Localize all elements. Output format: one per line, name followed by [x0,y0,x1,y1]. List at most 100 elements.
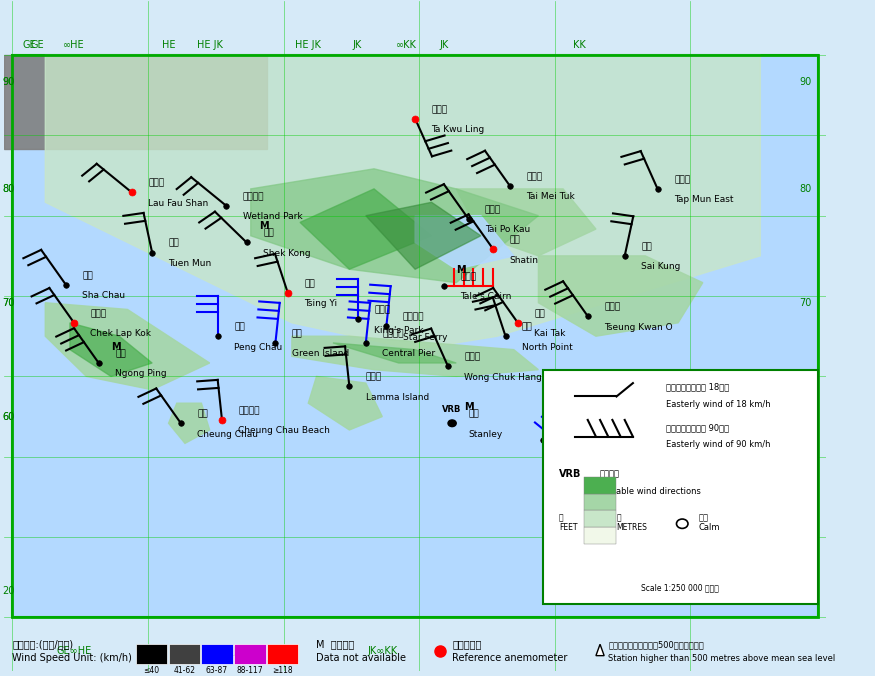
Text: 濕地公園: 濕地公園 [242,192,264,201]
Polygon shape [4,55,267,149]
Text: 70: 70 [2,297,15,308]
Text: M: M [111,341,121,352]
Text: 60: 60 [2,412,14,422]
Text: Lamma Island: Lamma Island [366,393,429,402]
Bar [584,493,617,510]
Text: Easterly wind of 90 km/h: Easterly wind of 90 km/h [666,439,770,449]
Text: ≥118: ≥118 [272,666,293,675]
Text: 70: 70 [2,297,15,308]
Text: 東風，風速每小時 90公里: 東風，風速每小時 90公里 [666,423,729,432]
Text: Ta Kwu Ling: Ta Kwu Ling [431,125,485,134]
Text: HE JK: HE JK [197,40,222,50]
Circle shape [448,420,456,427]
Text: 長洲: 長洲 [198,410,208,418]
Text: M: M [259,221,269,231]
Text: 沙洲: 沙洲 [82,271,93,280]
Text: 60: 60 [2,412,14,422]
Text: Ngong Ping: Ngong Ping [116,369,167,379]
Polygon shape [251,169,538,283]
Text: 黃竹坑: 黃竹坑 [465,353,480,362]
Text: 60: 60 [800,412,812,422]
Text: 20: 20 [2,585,15,596]
Text: HE JK: HE JK [296,40,321,50]
Text: 青衣: 青衣 [304,279,315,288]
Bar [584,527,617,544]
Text: Lau Fau Shan: Lau Fau Shan [148,199,208,208]
Text: HE: HE [162,40,175,50]
Text: 青洲: 青洲 [292,329,303,338]
Text: GE: GE [31,40,44,50]
Text: 長洲泳灘: 長洲泳灘 [238,406,260,415]
Text: KK: KK [573,40,586,50]
Text: ∞KK: ∞KK [396,40,417,50]
Bar [201,644,233,665]
Polygon shape [366,202,481,269]
Text: 西貢: 西貢 [641,242,652,251]
Text: JK: JK [439,40,449,50]
Text: 石崗: 石崗 [263,228,274,238]
Bar [169,644,200,665]
Text: Data not available: Data not available [317,653,407,663]
Polygon shape [596,644,604,656]
Text: 大埔滘: 大埔滘 [485,206,501,214]
Text: Green Island: Green Island [292,349,349,358]
Text: Shek Kong: Shek Kong [263,249,311,258]
Bar [12,55,818,617]
Text: 北角: 北角 [522,322,533,331]
Text: 80: 80 [800,184,812,194]
Text: 88-117: 88-117 [236,666,263,675]
Text: M: M [456,264,466,274]
Text: 參考測風站: 參考測風站 [452,639,481,650]
Text: 90: 90 [800,77,812,87]
Text: Star Ferry: Star Ferry [402,333,447,341]
Text: 橫瀾島: 橫瀾島 [559,427,575,435]
Text: M  沒有資料: M 沒有資料 [317,639,354,650]
Text: 英
FEET: 英 FEET [559,513,578,533]
Polygon shape [300,189,431,269]
Text: 東風，風速每小時 18公里: 東風，風速每小時 18公里 [666,383,729,392]
Text: 坪洲: 坪洲 [234,322,245,331]
Text: 赤柱: 赤柱 [468,410,480,418]
Text: Wind Speed Unit: (km/h): Wind Speed Unit: (km/h) [12,653,132,663]
Text: 塔門東: 塔門東 [674,175,690,184]
Text: 京士柏: 京士柏 [374,306,390,315]
Text: 赤鱲角: 赤鱲角 [90,309,107,318]
Polygon shape [169,403,210,443]
Text: VRB: VRB [559,469,581,479]
Text: 無風
Calm: 無風 Calm [698,513,720,533]
Text: ≤40: ≤40 [144,666,159,675]
Text: 80: 80 [2,184,14,194]
Text: Sha Chau: Sha Chau [82,291,125,300]
Text: 啟德: 啟德 [535,309,545,318]
Text: Shatin: Shatin [509,256,539,264]
Text: 風速單位:(公里/小時): 風速單位:(公里/小時) [12,639,74,650]
FancyBboxPatch shape [542,370,818,604]
Text: VRB: VRB [443,406,462,414]
Polygon shape [70,323,152,377]
Text: 風向不定: 風向不定 [600,470,620,479]
Text: 天星碼頭: 天星碼頭 [402,312,424,322]
Text: Easterly wind of 18 km/h: Easterly wind of 18 km/h [666,400,770,408]
Text: 大老山: 大老山 [460,272,477,281]
Polygon shape [415,216,514,269]
Bar [584,510,617,527]
Text: Cheung Chau: Cheung Chau [198,430,258,439]
Text: 63-87: 63-87 [206,666,228,675]
Text: 該站位於離平均海平面500米以上的地方: 該站位於離平均海平面500米以上的地方 [608,641,704,650]
Text: 20: 20 [800,585,812,596]
Text: 90: 90 [2,77,14,87]
Text: Tale's Cairn: Tale's Cairn [460,293,512,301]
Text: 將軍澳: 將軍澳 [604,302,620,312]
Text: Central Pier: Central Pier [382,349,436,358]
Text: 41-62: 41-62 [173,666,195,675]
Text: M: M [465,402,474,412]
Text: 沙田: 沙田 [509,235,521,245]
Text: GE∞HE: GE∞HE [56,646,92,656]
Text: 大美督: 大美督 [526,172,542,181]
Text: Wetland Park: Wetland Park [242,212,302,221]
Text: 米
METRES: 米 METRES [617,513,648,533]
Text: Scale 1:250 000 比例尺: Scale 1:250 000 比例尺 [641,583,719,593]
Text: 屯門: 屯門 [169,239,179,248]
Polygon shape [46,303,210,390]
Text: 中環碼頭: 中環碼頭 [382,329,403,338]
